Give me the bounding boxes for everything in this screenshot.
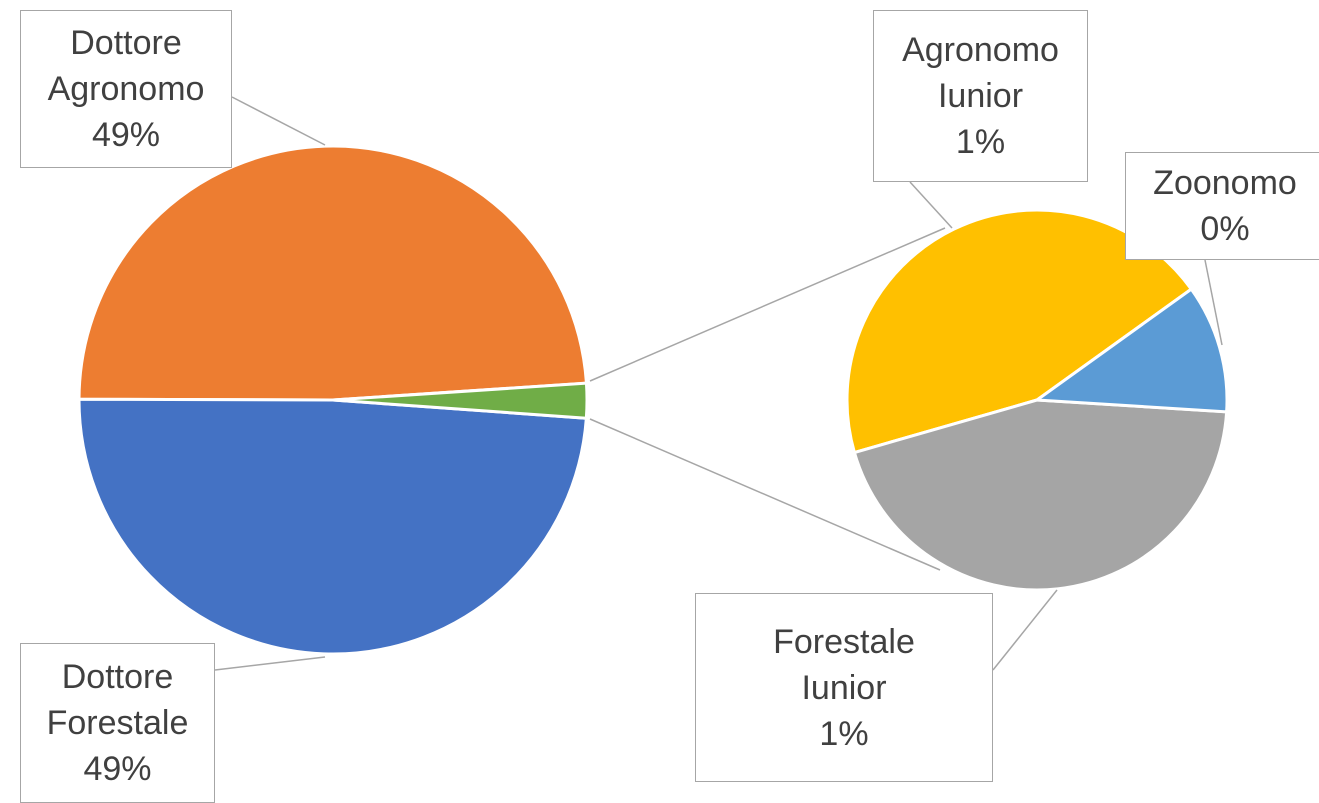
data-label: Agronomo Iunior 1% [873, 10, 1088, 182]
callout-line [231, 96, 326, 146]
data-label: Dottore Forestale 49% [20, 643, 215, 803]
data-label: Zoonomo 0% [1125, 152, 1319, 260]
data-label: Dottore Agronomo 49% [20, 10, 232, 168]
label-category: Forestale Iunior [773, 622, 915, 707]
callout-line [1204, 259, 1223, 346]
label-value: 1% [955, 123, 1006, 161]
label-value: 1% [819, 714, 869, 753]
label-value: 49% [91, 116, 161, 154]
pie-slice-other [332, 381, 589, 420]
callout-line [909, 181, 953, 229]
pie-slice [1032, 287, 1229, 414]
connector-line [589, 418, 941, 571]
label-category: Dottore Forestale [46, 658, 189, 742]
label-category: Dottore Agronomo [47, 24, 205, 108]
pie-slice [77, 397, 588, 656]
label-category: Zoonomo [1153, 164, 1297, 202]
label-value: 0% [1200, 210, 1250, 248]
connector-line [589, 227, 946, 382]
pie-slice [852, 398, 1229, 592]
label-category: Agronomo Iunior [902, 31, 1059, 115]
callout-line [992, 589, 1058, 671]
pie-slice [77, 144, 589, 402]
data-label: Forestale Iunior 1% [695, 593, 993, 782]
label-value: 49% [83, 750, 152, 788]
callout-line [214, 656, 326, 671]
